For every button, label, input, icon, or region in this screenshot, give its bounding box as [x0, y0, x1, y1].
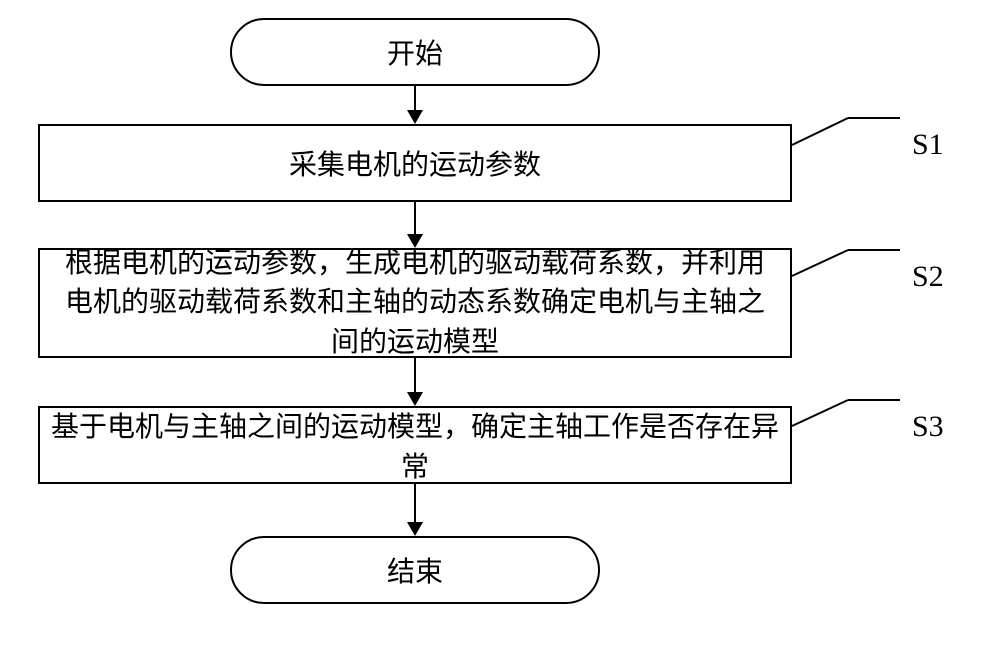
- start-node: 开始: [230, 18, 600, 86]
- start-text: 开始: [387, 32, 443, 72]
- label-s3-text: S3: [912, 410, 944, 443]
- label-s2-text: S2: [912, 260, 944, 293]
- label-s3: S3: [912, 410, 944, 444]
- end-node: 结束: [230, 536, 600, 604]
- label-s1: S1: [912, 128, 944, 162]
- flowchart-canvas: 开始 采集电机的运动参数 根据电机的运动参数，生成电机的驱动载荷系数，并利用电机…: [0, 0, 1000, 656]
- step-s1-text: 采集电机的运动参数: [289, 143, 541, 183]
- label-s1-text: S1: [912, 128, 944, 161]
- step-s1: 采集电机的运动参数: [38, 124, 792, 202]
- end-text: 结束: [387, 550, 443, 590]
- step-s2: 根据电机的运动参数，生成电机的驱动载荷系数，并利用电机的驱动载荷系数和主轴的动态…: [38, 248, 792, 358]
- label-s2: S2: [912, 260, 944, 294]
- step-s3-text: 基于电机与主轴之间的运动模型，确定主轴工作是否存在异常: [40, 405, 790, 485]
- step-s2-text: 根据电机的运动参数，生成电机的驱动载荷系数，并利用电机的驱动载荷系数和主轴的动态…: [60, 244, 770, 362]
- step-s3: 基于电机与主轴之间的运动模型，确定主轴工作是否存在异常: [38, 406, 792, 484]
